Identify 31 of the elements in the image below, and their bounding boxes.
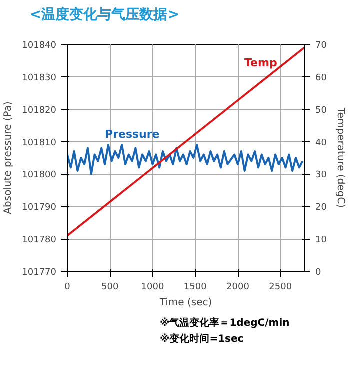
y-tick-label: 101790 — [22, 203, 57, 214]
y2-axis-title: Temperature (degC) — [334, 106, 346, 208]
y2-tick-label: 70 — [316, 41, 328, 51]
y-tick-label: 101810 — [22, 138, 57, 148]
y2-tick-label: 0 — [316, 268, 322, 278]
y2-tick-label: 40 — [316, 138, 328, 148]
y-axis-title: Absolute pressure (Pa) — [3, 102, 14, 214]
y2-tick-label: 50 — [316, 106, 328, 116]
x-tick-label: 1000 — [141, 282, 164, 292]
x-tick-label: 2000 — [226, 282, 250, 292]
x-tick-label: 0 — [64, 282, 71, 292]
x-tick-label: 500 — [102, 282, 119, 292]
y-tick-label: 101800 — [22, 170, 57, 181]
chart-title: <温度变化与气压数据> — [30, 6, 180, 25]
y-tick-label: 101770 — [22, 268, 57, 278]
y2-tick-label: 10 — [316, 236, 328, 246]
text: ※气温变化率＝1degC/min — [160, 318, 290, 329]
line-series — [68, 144, 304, 176]
y-tick-label: 101780 — [22, 236, 57, 246]
y-tick-label: 101830 — [22, 73, 57, 84]
y-tick-label: 101840 — [22, 41, 57, 51]
x-axis-title: Time (sec) — [158, 298, 212, 308]
x-tick-label: 1500 — [184, 282, 208, 292]
series-label: Temp — [244, 56, 278, 70]
text: ※变化时间=1sec — [160, 334, 244, 345]
y2-tick-label: 30 — [316, 170, 328, 181]
y2-tick-label: 20 — [316, 203, 328, 214]
y2-tick-label: 60 — [316, 73, 328, 84]
series-label: Pressure — [105, 128, 160, 142]
y-tick-label: 101820 — [22, 106, 57, 116]
x-tick-label: 2500 — [269, 282, 292, 292]
